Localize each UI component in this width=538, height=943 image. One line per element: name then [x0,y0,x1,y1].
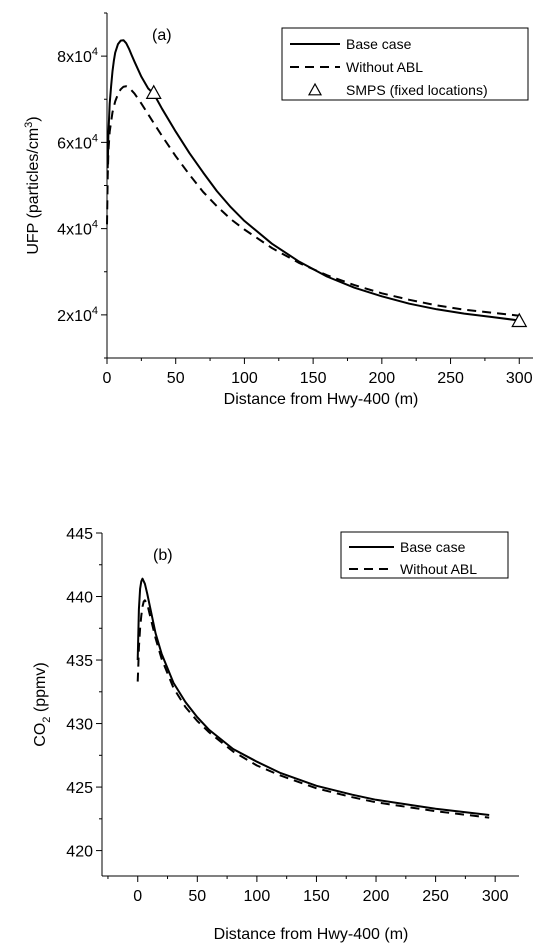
x-tick-label: 100 [244,888,271,905]
panel-label: (b) [153,547,173,564]
y-tick-label: 440 [66,590,93,607]
y-tick-label: 8x104 [57,46,98,66]
x-tick-label: 150 [300,370,327,387]
series-line-base-case [136,577,490,816]
series-line-without-abl [106,85,520,317]
x-tick-label: 300 [506,370,533,387]
y-tick-label: 430 [66,717,93,734]
x-tick-label: 250 [437,370,464,387]
y-axis-title: UFP (particles/cm3) [23,116,42,254]
series-point-smps-fixed-locations [145,84,162,99]
chart-panel-a: 0 50 100 150 200 250 300 2x104 4x104 6x104 8x104 Di… [23,12,533,408]
x-tick-label: 0 [133,888,142,905]
y-tick-label: 4x104 [57,219,98,239]
series-point-smps-fixed-locations [511,312,528,328]
legend: Base case Without ABL SMPS (fixed location… [281,27,529,101]
legend-label: Base case [400,539,466,555]
legend-marker [307,82,323,96]
legend-label: Without ABL [400,561,477,577]
chart-panel-b: 0 50 100 150 200 250 300 420 425 430 435 440 445 Dist… [32,526,519,943]
y-tick-label: 435 [66,653,93,670]
y-axis-title: CO2 (ppmv) [32,662,53,746]
x-axis-title: Distance from Hwy-400 (m) [224,391,419,408]
x-tick-label: 200 [363,888,390,905]
legend-label: SMPS (fixed locations) [346,82,488,98]
legend-label: Without ABL [346,59,423,75]
x-tick-label: 300 [482,888,509,905]
x-axis-title: Distance from Hwy-400 (m) [214,926,409,943]
x-tick-label: 50 [167,370,185,387]
y-tick-label: 420 [66,844,93,861]
x-tick-label: 250 [422,888,449,905]
x-tick-label: 50 [188,888,206,905]
legend-box [281,27,529,101]
x-tick-label: 100 [231,370,258,387]
panel-label: (a) [152,27,172,44]
x-tick-label: 0 [103,370,112,387]
y-tick-label: 425 [66,780,93,797]
x-tick-label: 200 [368,370,395,387]
legend: Base case Without ABL [340,531,509,579]
legend-label: Base case [346,36,412,52]
y-tick-label: 2x104 [57,305,98,325]
series-line-without-abl [136,599,490,819]
y-tick-label: 445 [66,526,93,543]
x-tick-label: 150 [303,888,330,905]
series-line-base-case [106,39,520,322]
y-tick-label: 6x104 [57,132,98,152]
legend-box [340,531,509,579]
